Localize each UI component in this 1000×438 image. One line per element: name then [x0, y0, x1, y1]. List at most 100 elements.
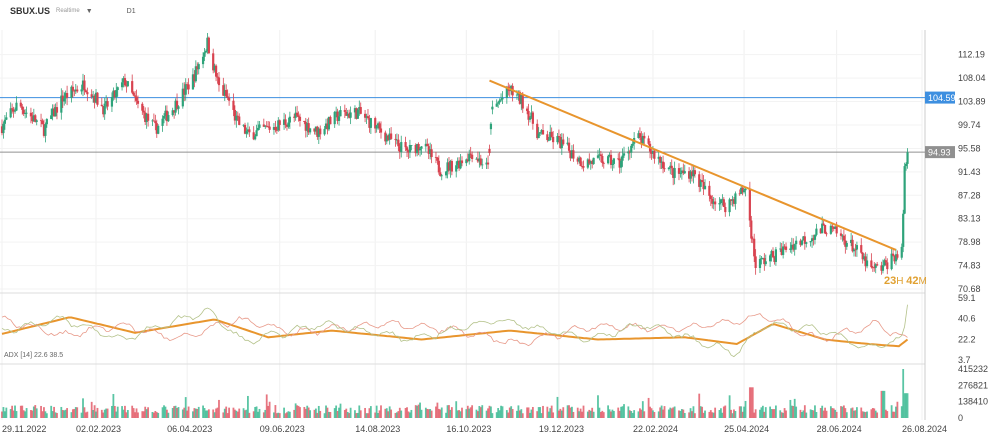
candle-body — [132, 92, 135, 96]
volume-bar — [122, 409, 125, 418]
candle-body — [323, 128, 326, 135]
volume-bar — [31, 410, 34, 418]
candle-body — [267, 126, 270, 128]
candle-body — [395, 139, 399, 141]
candle-body — [52, 108, 56, 117]
candle-body — [324, 123, 328, 129]
candle-body — [552, 136, 555, 143]
volume-bar — [287, 411, 290, 418]
candle-body — [873, 267, 876, 269]
volume-bar — [825, 410, 828, 418]
volume-bar — [414, 405, 417, 418]
candle-body — [591, 161, 594, 165]
candle-body — [157, 125, 160, 134]
volume-bar — [844, 408, 847, 418]
date-tick-label: 14.08.2023 — [355, 424, 400, 434]
candle-body — [287, 122, 290, 127]
volume-bar — [367, 413, 369, 418]
volume-bar — [194, 408, 197, 418]
volume-bar — [712, 412, 715, 418]
volume-bar — [701, 406, 704, 418]
volume-bar — [365, 413, 368, 418]
volume-bar — [11, 405, 14, 418]
candle-body — [346, 113, 349, 116]
candle-body — [520, 95, 523, 104]
volume-bar — [764, 407, 767, 418]
symbol-label[interactable]: SBUX.US — [10, 6, 51, 16]
candle-body — [527, 110, 530, 120]
volume-bar — [225, 406, 228, 418]
candle-body — [823, 225, 827, 234]
volume-bar — [314, 408, 317, 418]
volume-bar — [607, 405, 610, 418]
volume-bar — [793, 398, 796, 418]
volume-bar — [485, 410, 488, 418]
volume-bar — [507, 412, 510, 418]
volume-bar — [137, 412, 139, 418]
volume-bar — [724, 405, 727, 418]
candle-body — [152, 120, 155, 122]
candle-body — [541, 130, 545, 135]
candle-body — [94, 92, 98, 103]
volume-bar — [517, 405, 520, 418]
candle-body — [436, 157, 439, 161]
volume-bar — [744, 400, 747, 418]
volume-bar — [70, 412, 73, 418]
candle-body — [214, 65, 218, 77]
candle-body — [80, 89, 83, 92]
candle-body — [390, 133, 393, 139]
candle-body — [880, 265, 883, 271]
volume-bar — [385, 408, 388, 418]
candle-body — [238, 116, 241, 125]
candle-body — [233, 109, 236, 121]
volume-bar — [741, 411, 744, 418]
candle-body — [100, 104, 103, 107]
volume-bar — [264, 409, 267, 418]
volume-bar — [115, 411, 118, 418]
volume-bar — [495, 412, 498, 418]
volume-bar — [151, 412, 154, 418]
volume-bar — [559, 408, 562, 418]
timeframe-label[interactable]: D1 — [126, 7, 136, 15]
symbol-dropdown-icon[interactable]: ▼ — [85, 7, 93, 15]
volume-bar — [354, 410, 356, 418]
candle-body — [501, 97, 504, 100]
candle-body — [495, 103, 498, 107]
candle-body — [282, 119, 286, 125]
volume-bar — [650, 408, 653, 418]
volume-bar — [834, 409, 837, 418]
candle-body — [508, 90, 511, 92]
volume-bar — [275, 413, 278, 418]
volume-bar — [336, 411, 339, 418]
candle-body — [25, 112, 28, 114]
candle-body — [748, 188, 751, 221]
candle-body — [32, 115, 35, 122]
candle-body — [688, 171, 691, 179]
candle-body — [369, 118, 372, 128]
volume-bar — [394, 412, 397, 418]
candle-body — [874, 264, 877, 268]
candle-body — [525, 108, 529, 111]
candle-body — [232, 100, 235, 110]
candle-body — [151, 120, 154, 122]
candle-body — [92, 95, 95, 98]
volume-bar — [774, 405, 777, 418]
volume-bar — [529, 412, 531, 418]
candle-body — [618, 158, 621, 168]
candle-body — [640, 137, 643, 144]
volume-bar — [277, 412, 280, 418]
candle-body — [9, 108, 12, 118]
candle-body — [469, 153, 472, 155]
candle-body — [682, 170, 685, 174]
volume-bar — [738, 406, 741, 418]
candle-body — [206, 37, 209, 51]
volume-bar — [478, 405, 481, 418]
candle-body — [186, 84, 189, 86]
candle-body — [835, 226, 838, 234]
candle-body — [822, 223, 825, 226]
volume-bar — [542, 405, 544, 418]
volume-bar — [633, 410, 636, 418]
volume-bar — [40, 405, 42, 418]
trend-line-group[interactable] — [489, 79, 897, 251]
